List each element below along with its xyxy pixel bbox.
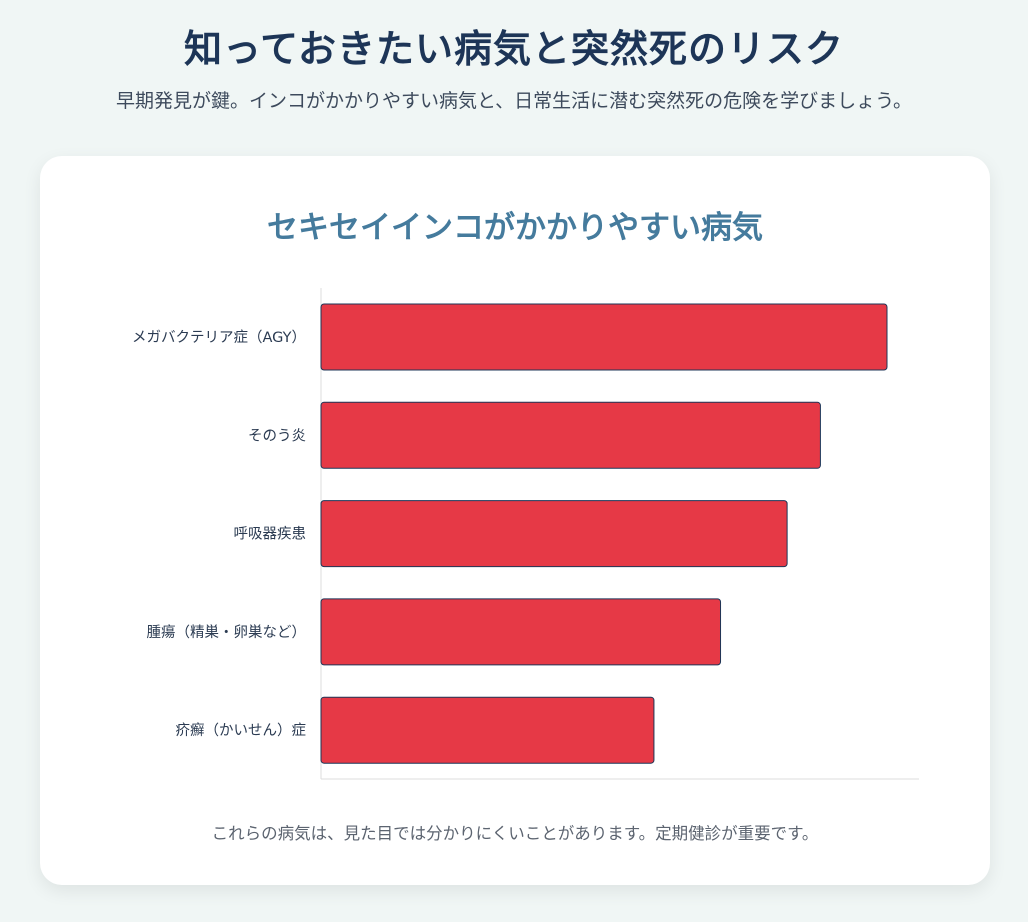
bar-1[interactable] (320, 303, 888, 371)
bar-5[interactable] (320, 696, 655, 764)
category-label-5: 疥癬（かいせん）症 (176, 722, 307, 739)
chart-card: セキセイインコがかかりやすい病気 メガバクテリア症（AGY） そのう炎呼吸器疾患腫… (40, 156, 990, 885)
bar-3[interactable] (320, 500, 788, 568)
checkup-note: これらの病気は、見た目では分かりにくいことがあります。定期健診が重要です。 (211, 824, 819, 843)
category-label-2: そのう炎 (248, 427, 306, 444)
bar-4[interactable] (320, 598, 722, 666)
page-title: 知っておきたい病気と突然死のリスク (184, 27, 844, 71)
category-label-3: 呼吸器疾患 (234, 526, 307, 543)
chart-title: セキセイインコがかかりやすい病気 (267, 210, 763, 246)
category-label-1: メガバクテリア症（AGY） (132, 329, 306, 346)
bar-2[interactable] (320, 401, 821, 469)
category-label-4: 腫瘍（精巣・卵巣など） (147, 623, 307, 641)
page-subtitle: 早期発見が鍵。インコがかかりやすい病気と、日常生活に潜む突然死の危険を学びましょ… (115, 90, 913, 112)
